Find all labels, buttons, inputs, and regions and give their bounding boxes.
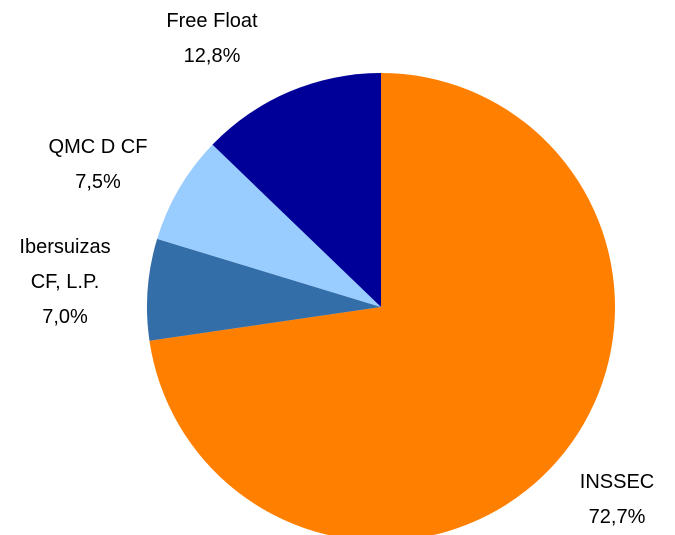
pie-slice <box>157 144 381 307</box>
category-name: INSSEC <box>579 471 655 493</box>
slice-label: INSSEC 72,7% <box>557 465 675 535</box>
pie-slice <box>212 73 381 307</box>
value-label: 12,8% <box>183 45 241 67</box>
category-name: Ibersuizas CF, L.P. <box>19 236 111 293</box>
slice-label: Ibersuizas CF, L.P. 7,0% <box>10 230 120 335</box>
category-name: Free Float <box>166 10 258 32</box>
pie-slice <box>149 73 615 535</box>
slice-label: Free Float 12,8% <box>132 4 292 74</box>
pie-slice <box>147 238 381 341</box>
slice-label: QMC D CF 7,5% <box>18 130 178 200</box>
value-label: 7,0% <box>42 306 88 328</box>
value-label: 72,7% <box>588 506 646 528</box>
value-label: 7,5% <box>75 171 121 193</box>
category-name: QMC D CF <box>48 136 148 158</box>
